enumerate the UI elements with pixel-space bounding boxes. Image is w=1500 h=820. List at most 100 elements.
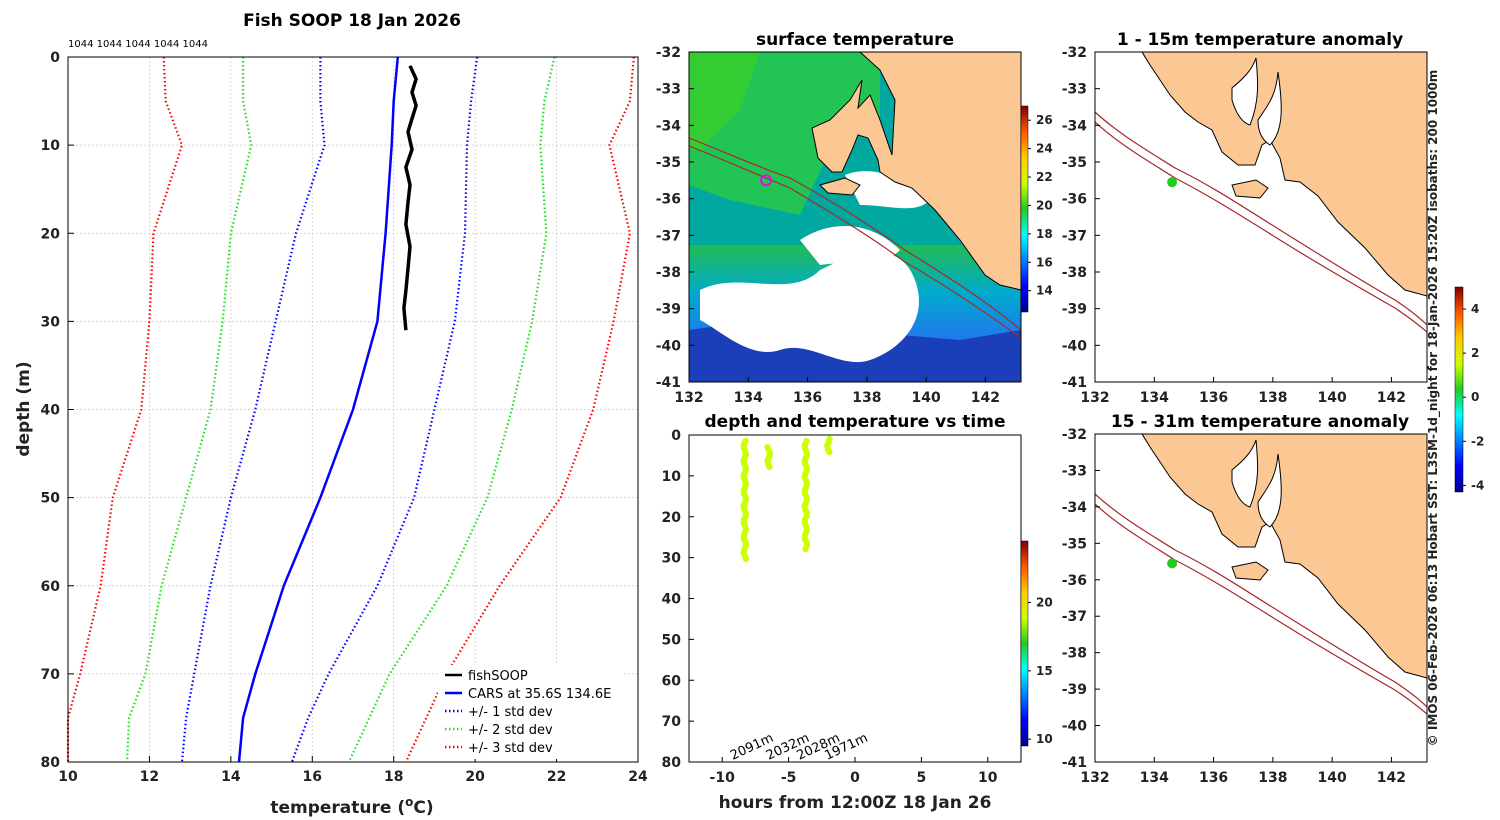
- profile-series-line: [347, 56, 556, 763]
- fishsoop-trace: [402, 65, 418, 331]
- colorbar-tick-label: 15: [1036, 664, 1053, 678]
- colorbar-tick-label: 10: [1036, 732, 1053, 746]
- sst-colorbar: [1020, 105, 1029, 313]
- sst-location-marker: [760, 174, 773, 187]
- sst-cloud-mask: [700, 252, 919, 363]
- map-tick-label-x: 134: [1140, 390, 1169, 406]
- profile-series-line: [125, 57, 253, 763]
- sst-title: surface temperature: [756, 30, 954, 50]
- map-tick-label-y: -35: [656, 155, 681, 171]
- profile-tick-label-y: 10: [41, 138, 61, 154]
- map-tick-label-y: -33: [1062, 463, 1087, 479]
- profile-tick-label-x: 20: [465, 769, 485, 785]
- map-tick-label-y: -35: [1062, 536, 1087, 552]
- sst-cloud-mask-2: [800, 226, 900, 265]
- xlabel-end: C): [413, 798, 433, 818]
- sst-island: [819, 177, 861, 196]
- profile-tick-label-x: 14: [221, 769, 241, 785]
- map-tick-label-x: 142: [971, 390, 1000, 406]
- map-tick-label-y: -37: [656, 228, 681, 244]
- map-tick-label-y: -32: [1062, 427, 1087, 443]
- map-tick-label-x: 132: [1080, 390, 1109, 406]
- dt-cast-point: [802, 545, 809, 553]
- map-tick-label-y: -32: [1062, 45, 1087, 61]
- dt-tick-label-x: -5: [781, 770, 797, 786]
- profile-ylabel: depth (m): [14, 361, 34, 456]
- profile-ticks: 10 12 14 16 18 20 22 24 0 10 20 30 40 50 60 70 80: [41, 50, 648, 785]
- anomaly-1-15-panel: 1 - 15m temperature anomaly 132 134 136 138…: [1062, 30, 1428, 406]
- profile-panel: Fish SOOP 18 Jan 2026 1044 1044 1044 104…: [14, 11, 648, 818]
- depth-time-panel: depth and temperature vs time -10 -5 0 5 10 0…: [662, 412, 1053, 813]
- sst-cloud-mask-3: [845, 171, 930, 209]
- depth-time-colorbar: [1020, 540, 1029, 747]
- map-tick-label-x: 134: [734, 390, 763, 406]
- legend-label: CARS at 35.6S 134.6E: [468, 687, 611, 702]
- anomaly-1-15-gulf: [1231, 57, 1259, 126]
- map-tick-label-x: 138: [852, 390, 881, 406]
- sst-ticks: 132 134 136 138 140 142 -32 -33 -34 -35 -36 -37 -38 -…: [656, 45, 1000, 406]
- dt-cast-point: [742, 555, 750, 563]
- profile-tick-label-x: 16: [303, 769, 322, 785]
- depth-time-casts: [740, 435, 833, 563]
- map-tick-label-y: -34: [1062, 500, 1088, 516]
- sst-colorbar-ticks: 14 16 18 20 22 24 26: [1028, 113, 1053, 298]
- map-tick-label-x: 136: [793, 390, 822, 406]
- colorbar-tick-label: 16: [1036, 255, 1053, 269]
- map-tick-label-y: -40: [1062, 719, 1088, 735]
- anomaly-1-15-isobath-1000: [1095, 121, 1427, 333]
- anomaly-15-31-isobath-1000: [1095, 503, 1427, 715]
- colorbar-tick-label: 18: [1036, 227, 1053, 241]
- depth-time-colorbar-ticks: 10 15 20: [1028, 596, 1053, 746]
- colorbar-tick-label: -4: [1471, 478, 1484, 492]
- sst-isobath-1000: [689, 145, 1021, 339]
- anomaly-15-31-panel: 15 - 31m temperature anomaly 132 134 136 13…: [1062, 286, 1484, 786]
- anomaly-colorbar-ticks: 4 2 0 -2 -4: [1463, 302, 1484, 492]
- anomaly-15-31-gulf: [1231, 439, 1259, 508]
- anomaly-15-31-ticks: 132 134 136 138 140 142 -32 -33 -34 -35 -36 -37 -38 -…: [1062, 427, 1406, 786]
- legend-box: [438, 665, 623, 759]
- sst-isobath-200: [689, 137, 1021, 331]
- anomaly-15-31-marker: [1167, 558, 1178, 569]
- map-tick-label-y: -36: [656, 192, 681, 208]
- map-tick-label-x: 142: [1377, 390, 1406, 406]
- legend-label: fishSOOP: [468, 669, 528, 684]
- depth-time-ticks: -10 -5 0 5 10 0 10 20 30 40 50 60 70 80: [662, 428, 998, 786]
- legend-label: +/- 2 std dev: [468, 723, 553, 738]
- colorbar-tick-label: 24: [1036, 142, 1053, 156]
- depth-time-title: depth and temperature vs time: [705, 412, 1006, 432]
- anomaly-1-15-marker: [1167, 177, 1178, 188]
- map-tick-label-y: -41: [656, 375, 681, 391]
- profile-series-line: [180, 57, 326, 763]
- map-tick-label-x: 140: [912, 390, 941, 406]
- profile-series-line: [66, 56, 184, 762]
- profile-tick-label-x: 10: [58, 769, 78, 785]
- colorbar-tick-label: 20: [1036, 596, 1053, 610]
- profile-tick-label-x: 24: [628, 769, 648, 785]
- dt-tick-label-x: 0: [850, 770, 860, 786]
- sst-map-panel: surface temperature 132 134 136 138 140 142 -3…: [656, 30, 1053, 406]
- map-tick-label-x: 138: [1258, 770, 1287, 786]
- anomaly-15-31-title: 15 - 31m temperature anomaly: [1111, 412, 1409, 432]
- profile-tick-label-y: 20: [41, 226, 61, 242]
- sst-north-green: [689, 52, 760, 150]
- dt-tick-label-x: 10: [978, 770, 998, 786]
- depth-time-xlabel: hours from 12:00Z 18 Jan 26: [719, 793, 992, 813]
- colorbar-tick-label: 26: [1036, 113, 1053, 127]
- map-tick-label-x: 138: [1258, 390, 1287, 406]
- colorbar-tick-label: 14: [1036, 284, 1053, 298]
- dt-tick-label-y: 80: [662, 755, 682, 771]
- map-tick-label-y: -38: [1062, 646, 1087, 662]
- profile-tick-label-y: 60: [41, 579, 61, 595]
- profile-series-line: [404, 56, 635, 763]
- profile-series-line: [237, 56, 400, 763]
- profile-xlabel: temperature (oC): [270, 795, 433, 818]
- legend-label: +/- 1 std dev: [468, 705, 553, 720]
- anomaly-1-15-gulf-2: [1257, 71, 1282, 146]
- map-tick-label-x: 142: [1377, 770, 1406, 786]
- map-tick-label-x: 132: [674, 390, 703, 406]
- anomaly-15-31-axes-box: [1094, 433, 1428, 763]
- anomaly-1-15-island: [1231, 179, 1269, 199]
- profile-tick-label-y: 30: [41, 314, 61, 330]
